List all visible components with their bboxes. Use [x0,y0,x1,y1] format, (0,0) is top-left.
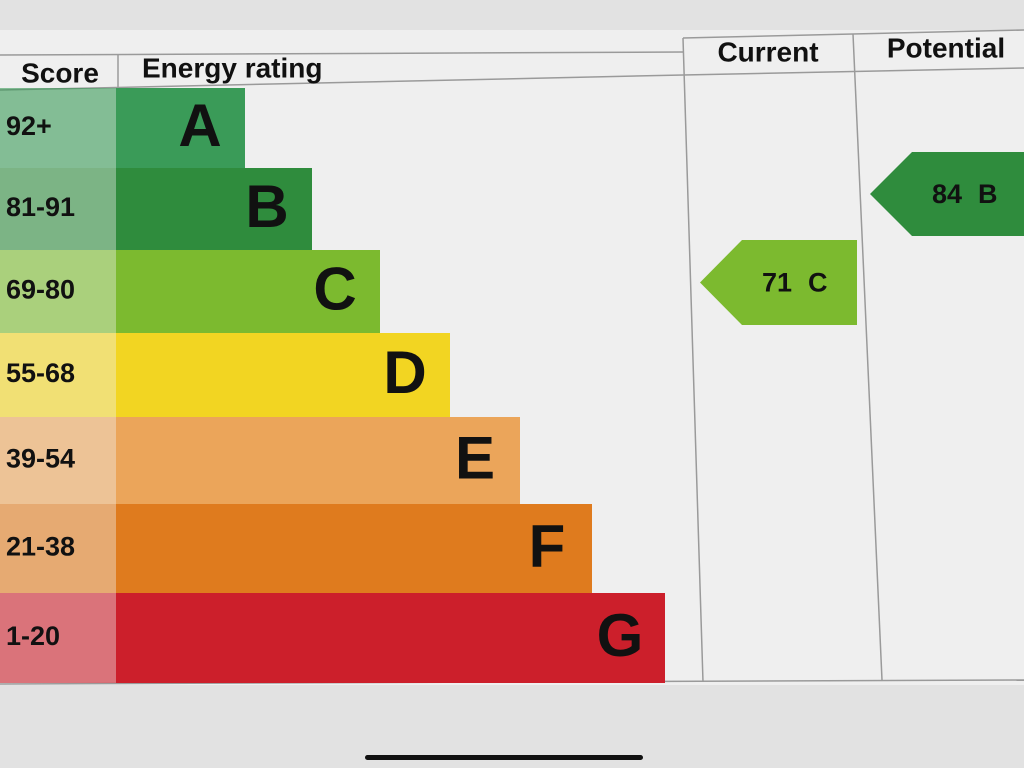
score-cell [0,168,116,250]
current-value: 71 [762,268,792,298]
band-letter: F [529,512,566,579]
potential-value: 84 [932,179,962,209]
score-label: 1-20 [6,621,60,651]
band-letter: C [313,255,356,322]
band-letter: A [178,92,221,159]
potential-header: Potential [887,32,1005,63]
score-cell [0,250,116,333]
score-label: 92+ [6,111,52,141]
band-bar [116,88,245,168]
band-letter: B [245,173,288,240]
rating-header: Energy rating [142,52,322,83]
band-bar [116,417,520,504]
band-letter: G [597,602,644,669]
score-label: 21-38 [6,532,75,562]
current-arrow [700,240,857,325]
score-cell [0,593,116,683]
score-label: 55-68 [6,358,75,388]
potential-letter: B [978,179,998,209]
score-label: 69-80 [6,275,75,305]
score-header: Score [21,57,99,88]
band-bar [116,593,665,683]
band-letter: D [383,339,426,406]
home-indicator [365,755,643,760]
current-letter: C [808,268,828,298]
score-cell [0,333,116,417]
current-header: Current [717,36,818,67]
score-cell [0,504,116,593]
band-bar [116,333,450,417]
band-bar [116,504,592,593]
band-letter: E [455,424,495,491]
score-label: 39-54 [6,444,75,474]
score-cell [0,417,116,504]
band-bar [116,250,380,333]
potential-arrow [870,152,1024,236]
band-bar [116,168,312,250]
score-cell [0,88,116,168]
score-label: 81-91 [6,192,75,222]
